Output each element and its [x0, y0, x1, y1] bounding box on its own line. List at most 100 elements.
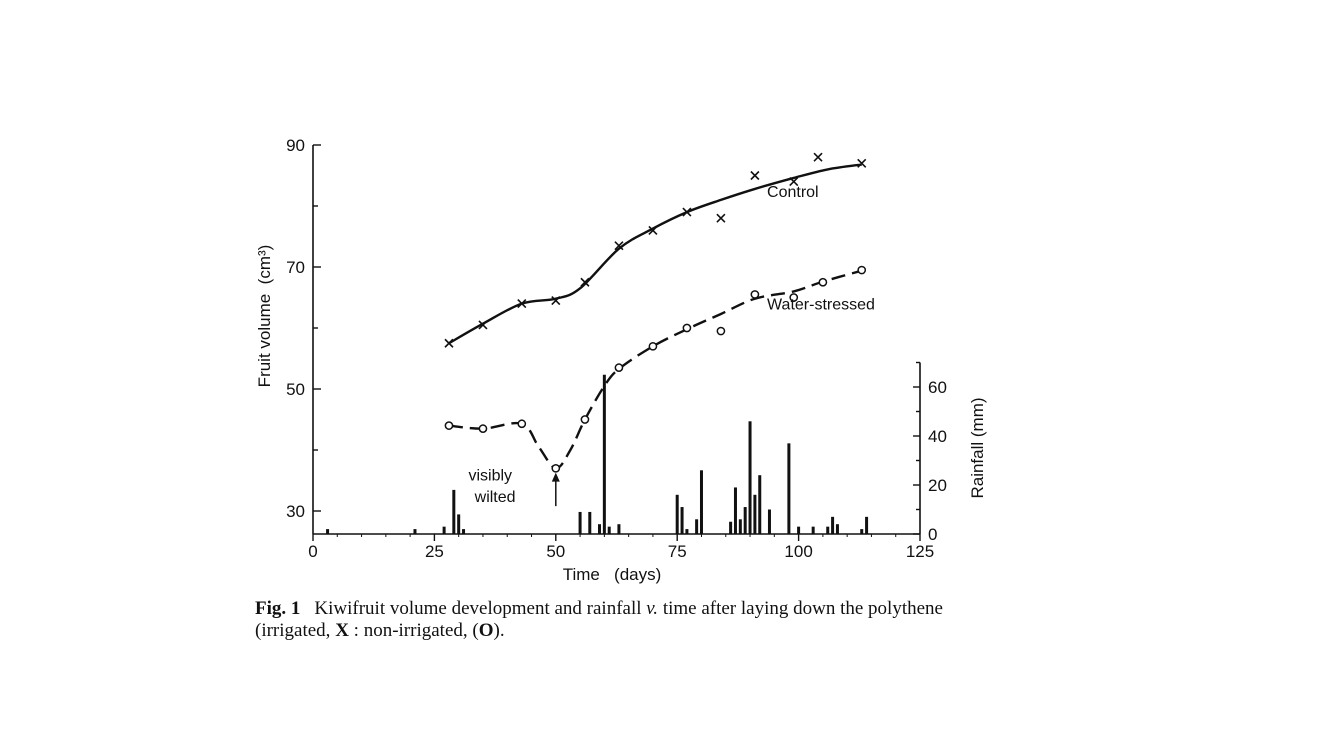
control-point: [750, 170, 760, 181]
control-point: [580, 277, 590, 287]
y2-tick-label: 0: [928, 525, 937, 544]
x-tick-label: 50: [546, 542, 565, 561]
y2-tick-label: 20: [928, 476, 947, 495]
caption-text-1: Kiwifruit volume development and rainfal…: [314, 598, 647, 619]
x-marker-stroke: [789, 177, 799, 187]
x-marker-stroke: [551, 295, 561, 306]
control-point: [551, 295, 561, 306]
y-tick-label: 50: [286, 380, 305, 399]
x-tick-label: 125: [906, 542, 934, 561]
rainfall-bar: [860, 529, 864, 534]
water-stressed-point: [551, 463, 561, 473]
rainfall-bar: [748, 421, 752, 534]
control-point: [682, 207, 692, 217]
rainfall-bar: [442, 526, 446, 534]
water-stressed-line: [448, 269, 863, 470]
rainfall-bar: [729, 521, 733, 534]
control-point: [857, 158, 867, 168]
water-stressed-point: [818, 277, 828, 287]
rainfall-bars: [326, 374, 869, 534]
control-point: [444, 338, 454, 348]
x-marker-stroke: [750, 170, 760, 181]
rainfall-bar: [695, 519, 699, 534]
y-tick-label: 90: [286, 136, 305, 155]
rainfall-bar: [738, 519, 742, 534]
x-marker-stroke: [716, 213, 726, 223]
rainfall-bar: [462, 529, 466, 534]
rainfall-bar: [598, 524, 602, 534]
rainfall-bar: [602, 374, 606, 534]
y-tick-label: 30: [286, 502, 305, 521]
x-marker-stroke: [444, 338, 454, 348]
rainfall-bar: [787, 443, 791, 534]
annotation-water-stressed: Water-stressed: [767, 297, 875, 314]
annotation-control: Control: [767, 184, 819, 201]
control-point: [648, 225, 658, 235]
water-stressed-point: [750, 290, 760, 299]
rainfall-bar: [743, 507, 747, 534]
caption-text-2: time after laying down the polythene (ir…: [255, 598, 943, 641]
y2-tick-label: 60: [928, 378, 947, 397]
y-axis-label: Fruit volume (cm³): [255, 245, 274, 388]
rainfall-bar: [758, 475, 762, 534]
caption-o-symbol: O: [478, 620, 494, 641]
x-marker-stroke: [682, 207, 692, 217]
y2-tick-label: 40: [928, 427, 947, 446]
figure-caption: Fig. 1 Kiwifruit volume development and r…: [255, 598, 995, 642]
rainfall-bar: [457, 514, 461, 534]
annotation-visibly: visibly: [468, 468, 512, 485]
water-stressed-point: [444, 421, 454, 430]
rainfall-bar: [733, 487, 737, 534]
rainfall-bar: [617, 524, 621, 534]
rainfall-bar: [685, 529, 689, 534]
water-stressed-point: [648, 341, 658, 351]
x-marker-stroke: [857, 158, 867, 168]
caption-text-3: : non-irrigated, (: [348, 620, 479, 641]
rainfall-bar: [753, 494, 757, 534]
control-point: [614, 241, 624, 251]
rainfall-bar: [607, 526, 611, 534]
water-stressed-point: [478, 424, 488, 433]
rainfall-bar: [835, 524, 839, 534]
rainfall-bar: [588, 511, 592, 534]
x-axis-label: Time (days): [563, 565, 662, 584]
chart-labels: Time (days) Fruit volume (cm³) Rainfall …: [255, 184, 987, 584]
wilted-arrow: [551, 472, 560, 507]
rainfall-bar: [797, 526, 801, 534]
water-stressed-point: [580, 415, 590, 424]
series-markers: [444, 152, 867, 473]
rainfall-bar: [826, 526, 830, 534]
rainfall-bar: [831, 516, 835, 534]
rainfall-bar: [811, 526, 815, 534]
x-tick-label: 75: [668, 542, 687, 561]
water-stressed-point: [682, 323, 692, 333]
water-stressed-point: [789, 293, 799, 302]
control-point: [517, 299, 527, 309]
rainfall-bar: [767, 509, 771, 534]
rainfall-bar: [452, 489, 456, 534]
control-point: [478, 320, 488, 330]
water-stressed-point: [614, 363, 624, 372]
rainfall-bar: [680, 507, 684, 534]
x-marker-stroke: [813, 152, 823, 162]
x-marker-stroke: [614, 241, 624, 251]
series-lines: [448, 163, 863, 470]
caption-x-symbol: X: [335, 620, 349, 641]
control-point: [716, 213, 726, 223]
x-marker-stroke: [517, 299, 527, 309]
water-stressed-point: [857, 265, 867, 275]
x-marker-stroke: [648, 225, 658, 235]
caption-text-4: ).: [493, 620, 505, 641]
x-marker-stroke: [580, 277, 590, 287]
y-tick-label: 70: [286, 258, 305, 277]
rainfall-bar: [326, 529, 330, 534]
x-tick-label: 100: [784, 542, 812, 561]
y2-axis-label: Rainfall (mm): [968, 397, 987, 498]
water-stressed-point: [716, 326, 726, 336]
rainfall-bar: [865, 516, 869, 534]
figure-label: Fig. 1: [255, 598, 301, 619]
annotation-wilted: wilted: [474, 489, 516, 506]
axes: 0 25 50 75 100 125 30 50 70 90 0 20 40 60: [286, 136, 947, 561]
control-point: [789, 177, 799, 187]
